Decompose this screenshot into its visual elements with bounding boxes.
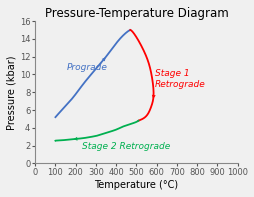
Text: Stage 2 Retrograde: Stage 2 Retrograde — [82, 142, 169, 151]
X-axis label: Temperature (°C): Temperature (°C) — [94, 180, 178, 190]
Y-axis label: Pressure (kbar): Pressure (kbar) — [7, 55, 17, 129]
Title: Pressure-Temperature Diagram: Pressure-Temperature Diagram — [44, 7, 227, 20]
Text: Prograde: Prograde — [66, 63, 107, 72]
Text: Stage 1
Retrograde: Stage 1 Retrograde — [154, 69, 204, 89]
